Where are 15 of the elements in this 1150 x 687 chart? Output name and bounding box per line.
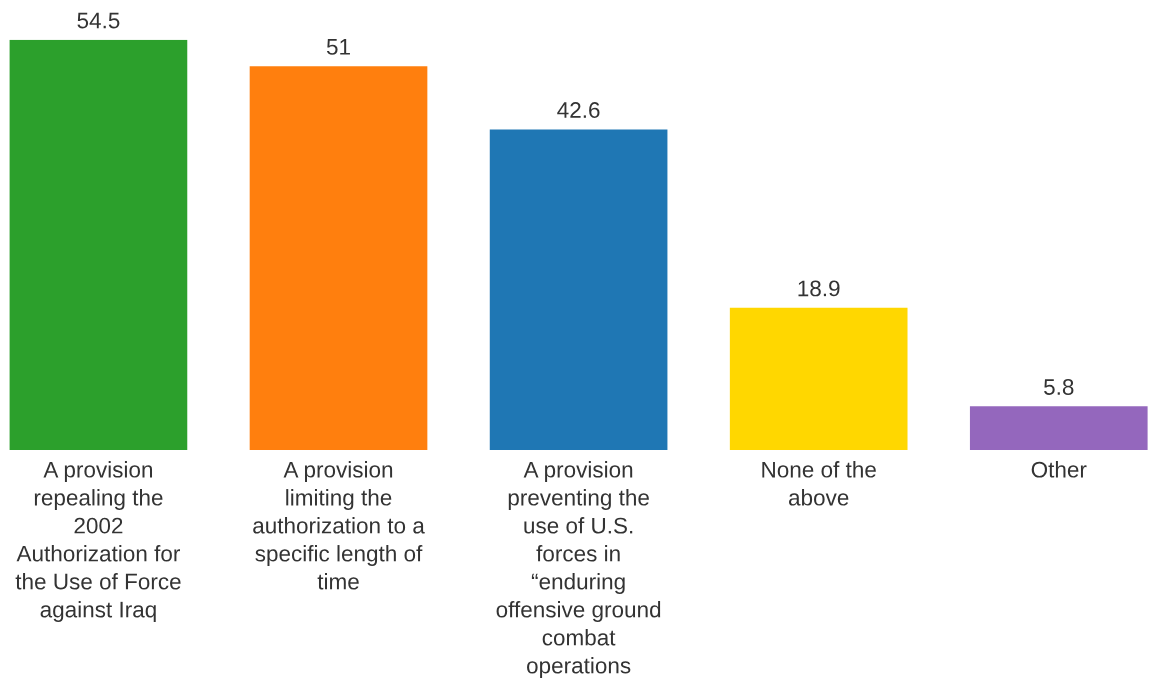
bar [249, 66, 428, 450]
x-tick-label: A provision repealing the 2002 Authorization for the Use of Force against Iraq [15, 461, 181, 622]
bar [9, 39, 188, 450]
x-tick-label: A provision preventing the use of U.S. forces in “enduring offensive ground combat operations [496, 461, 661, 678]
bar [729, 307, 908, 450]
data-label: 54.5 [77, 12, 120, 29]
x-tick-label: None of the above [762, 461, 876, 506]
data-label: 42.6 [557, 102, 600, 119]
x-tick-label: A provision limiting the authorization to a specific length of time [253, 461, 425, 590]
x-tick-label: Other [1031, 461, 1087, 478]
bar [969, 406, 1148, 450]
data-label: 5.8 [1044, 379, 1074, 395]
bar [489, 129, 668, 450]
data-label: 18.9 [798, 280, 840, 297]
data-label: 51 [326, 39, 350, 55]
